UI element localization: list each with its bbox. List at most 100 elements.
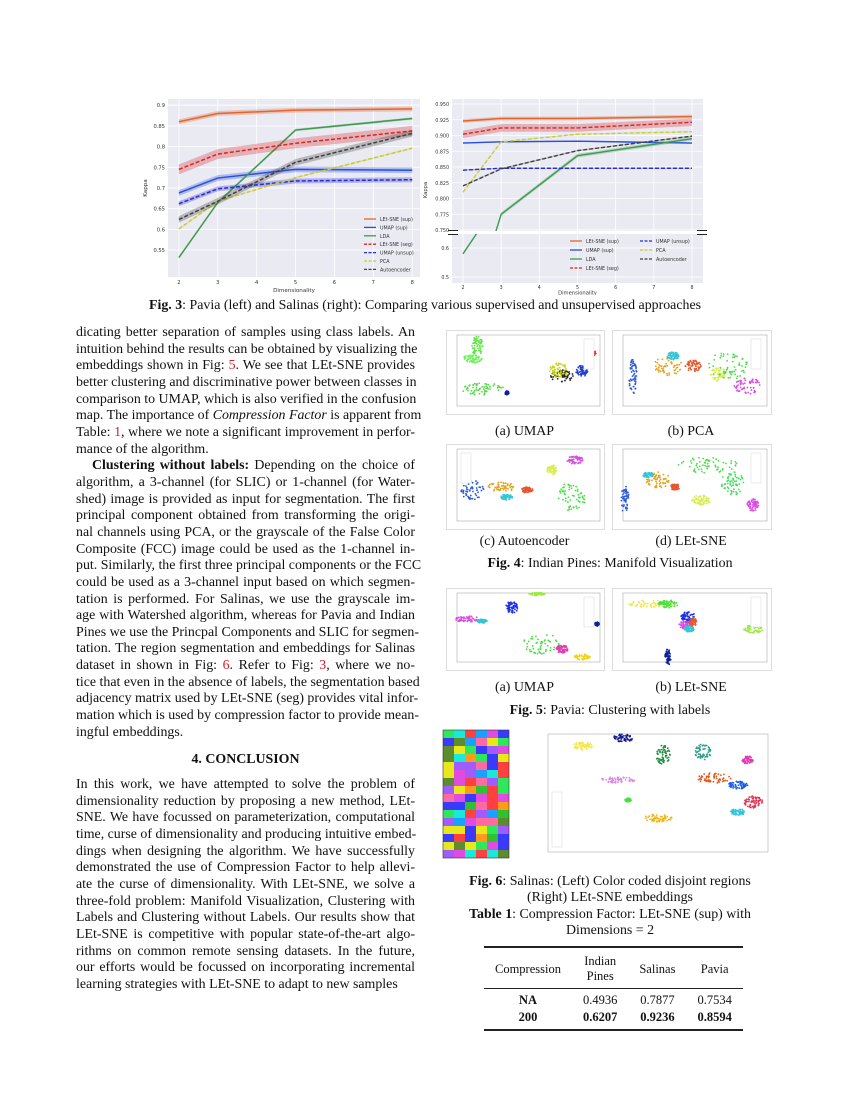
data-point (730, 460, 733, 462)
data-point (689, 459, 692, 462)
data-point (687, 618, 689, 620)
data-point (740, 475, 743, 477)
text-segment: time, curse of dimensionality and produc… (76, 826, 417, 842)
data-point (659, 476, 661, 479)
data-point (697, 756, 700, 758)
region (454, 850, 465, 858)
text-segment: dimensionality reduction by proposing a … (76, 793, 415, 809)
data-point (755, 502, 758, 505)
data-point (473, 393, 476, 396)
cross-reference-link[interactable]: 6 (222, 658, 230, 674)
data-point (485, 387, 488, 390)
indian-pines-umap-plot (446, 330, 605, 415)
text-segment: Labels and Clustering without Labels. Ou… (76, 910, 415, 926)
data-point (605, 778, 608, 781)
data-point (662, 600, 665, 602)
data-point (576, 369, 579, 372)
data-point (741, 808, 744, 811)
data-point (687, 367, 690, 370)
data-point (665, 655, 668, 658)
text-line: dataset in shown in Fig: 6. Refer to Fig… (76, 658, 415, 675)
text-line: shed) image is provided as input for seg… (76, 492, 415, 509)
data-point (734, 809, 737, 811)
cross-reference-link[interactable]: 3 (319, 658, 327, 674)
data-point (718, 370, 721, 373)
data-point (577, 496, 580, 499)
data-point (583, 501, 586, 504)
data-point (628, 603, 631, 606)
data-point (728, 775, 730, 778)
point-cluster (642, 471, 654, 479)
data-point (552, 373, 555, 375)
cross-reference-link[interactable]: 1 (114, 424, 122, 440)
data-point (477, 343, 480, 346)
text-segment: tation. The region segmentation and embe… (76, 641, 415, 657)
data-point (639, 604, 642, 607)
data-point (716, 379, 719, 382)
data-point (477, 389, 480, 392)
data-point (475, 494, 478, 497)
data-point (634, 378, 637, 381)
point-cluster (694, 743, 712, 761)
data-point (572, 506, 575, 508)
data-point (666, 819, 668, 822)
y-tick-label: 0.5 (441, 275, 449, 281)
data-point (699, 746, 701, 748)
data-point (496, 488, 499, 491)
data-point (657, 471, 660, 474)
data-point (567, 496, 570, 499)
cross-reference-link[interactable]: 5 (228, 358, 236, 374)
data-point (497, 384, 499, 387)
text-line: three-fold problem: Manifold Visualizati… (76, 894, 415, 911)
data-point (752, 759, 754, 762)
data-point (631, 365, 633, 368)
data-point (736, 476, 738, 479)
data-point (732, 813, 735, 816)
data-point (738, 483, 741, 485)
point-cluster (688, 617, 698, 627)
data-point (735, 377, 738, 380)
data-point (693, 360, 696, 363)
data-point (536, 591, 538, 594)
data-point (690, 368, 693, 371)
legend-label: LEt-SNE (seg) (380, 242, 413, 248)
data-point (502, 482, 505, 485)
data-point (705, 497, 708, 500)
data-point (753, 498, 755, 501)
data-point (719, 368, 722, 371)
text-line: mation which is used by compression fact… (76, 708, 419, 725)
point-cluster (628, 358, 638, 394)
data-point (485, 385, 488, 388)
pavia-umap-plot (446, 588, 605, 671)
data-point (706, 755, 708, 758)
data-point (579, 460, 582, 462)
data-point (594, 352, 597, 355)
data-point (707, 499, 710, 502)
figure-3-caption: Fig. 3: Pavia (left) and Salinas (right)… (0, 298, 850, 314)
point-cluster (645, 471, 670, 489)
data-point (503, 497, 506, 500)
confidence-band (178, 166, 413, 196)
point-cluster (657, 599, 679, 609)
region (476, 738, 487, 746)
data-point (594, 351, 596, 353)
data-point (626, 738, 629, 741)
data-point (680, 615, 683, 618)
data-point (563, 365, 566, 367)
data-point (667, 354, 670, 357)
data-point (568, 456, 571, 459)
data-point (665, 362, 668, 365)
data-point (466, 389, 469, 392)
data-point (565, 377, 568, 380)
data-point (658, 603, 661, 606)
data-point (559, 646, 562, 649)
data-point (687, 369, 690, 372)
data-point (661, 603, 664, 605)
data-point (715, 369, 718, 372)
data-point (757, 801, 760, 803)
data-point (665, 661, 668, 664)
region (465, 770, 476, 778)
region (443, 842, 454, 850)
data-point (673, 353, 676, 356)
data-point (693, 496, 696, 499)
